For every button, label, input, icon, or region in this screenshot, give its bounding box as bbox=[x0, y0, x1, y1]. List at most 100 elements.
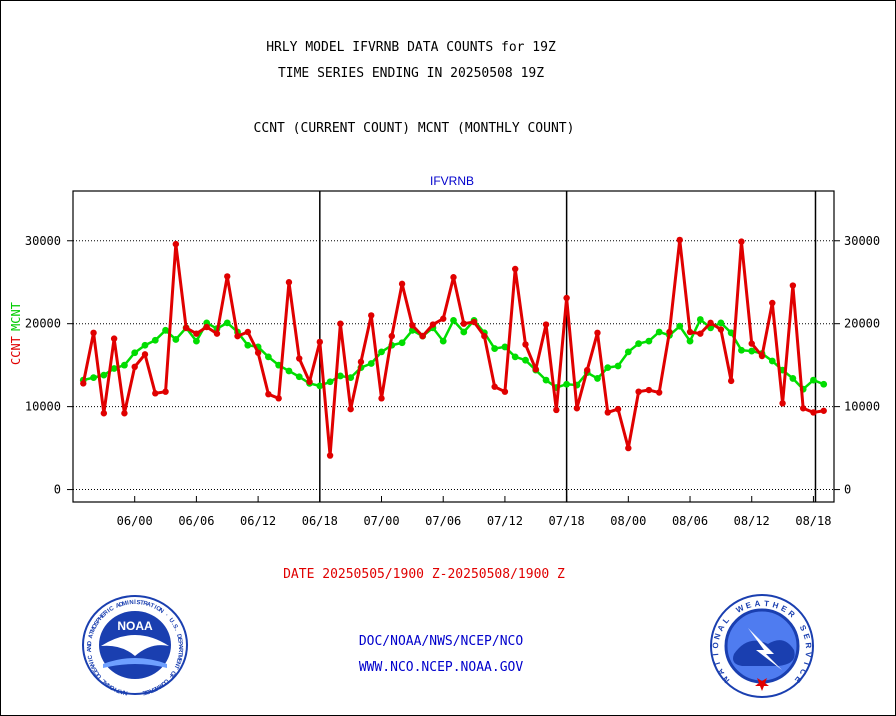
ring-char: I bbox=[107, 608, 112, 614]
x-tick-label: 08/06 bbox=[672, 514, 708, 528]
x-tick-label: 06/12 bbox=[240, 514, 276, 528]
data-point-mcnt bbox=[121, 361, 128, 369]
ring-char: · bbox=[164, 613, 170, 619]
data-point-ccnt bbox=[193, 330, 200, 337]
ring-char: C bbox=[162, 677, 170, 685]
data-point-ccnt bbox=[285, 279, 293, 286]
data-point-ccnt bbox=[563, 294, 570, 302]
ring-char: I bbox=[113, 685, 117, 691]
ring-char: O bbox=[109, 683, 116, 691]
x-tick-label: 07/12 bbox=[487, 514, 523, 528]
ring-char: R bbox=[147, 686, 154, 693]
data-point-ccnt bbox=[676, 236, 683, 244]
ring-char: O bbox=[168, 669, 176, 676]
data-point-mcnt bbox=[604, 364, 612, 372]
data-point-ccnt bbox=[779, 400, 786, 407]
title-line-3: CCNT (CURRENT COUNT) MCNT (MONTHLY COUNT… bbox=[253, 121, 575, 136]
data-point-ccnt bbox=[162, 388, 169, 395]
ring-char: N bbox=[712, 632, 722, 640]
ring-char: E bbox=[779, 604, 789, 615]
data-point-mcnt bbox=[511, 353, 519, 361]
data-point-mcnt bbox=[717, 319, 725, 327]
ring-char: I bbox=[134, 600, 136, 606]
ring-char: C bbox=[93, 669, 101, 676]
ring-char: R bbox=[804, 642, 814, 649]
data-point-mcnt bbox=[316, 382, 324, 390]
data-point-ccnt bbox=[337, 320, 344, 327]
data-point-ccnt bbox=[707, 319, 714, 327]
data-point-ccnt bbox=[460, 320, 467, 327]
ring-char: . bbox=[170, 621, 176, 626]
ring-char: E bbox=[175, 658, 182, 664]
data-point-mcnt bbox=[172, 336, 180, 343]
data-point-ccnt bbox=[368, 312, 375, 319]
ring-char: O bbox=[96, 672, 104, 680]
ring-char: M bbox=[176, 654, 183, 660]
ring-char: R bbox=[103, 609, 111, 617]
data-point-ccnt bbox=[789, 282, 797, 289]
data-point-mcnt bbox=[820, 380, 828, 388]
x-tick-label: 08/12 bbox=[734, 514, 770, 528]
y-tick-label-left: 20000 bbox=[25, 317, 61, 331]
data-point-mcnt bbox=[398, 339, 406, 347]
x-tick-labels: 06/00 06/06 06/12 06/18 07/00 07/06 07/12 07/18… bbox=[117, 496, 831, 528]
data-point-ccnt bbox=[655, 389, 663, 396]
data-point-ccnt bbox=[532, 366, 539, 373]
x-tick-label: 06/00 bbox=[117, 514, 153, 528]
data-point-mcnt bbox=[90, 374, 97, 381]
y-tick-label-left: 30000 bbox=[25, 234, 61, 248]
ring-char: R bbox=[177, 648, 183, 653]
data-point-ccnt bbox=[265, 390, 272, 398]
data-point-ccnt bbox=[470, 318, 478, 326]
y-tick-label-right: 20000 bbox=[844, 317, 880, 331]
ring-char: T bbox=[712, 660, 722, 667]
data-point-ccnt bbox=[275, 395, 282, 402]
data-point-ccnt bbox=[347, 405, 354, 413]
data-point-ccnt bbox=[409, 322, 416, 329]
data-point-ccnt bbox=[121, 410, 128, 417]
ring-char: C bbox=[87, 654, 94, 660]
ring-char: E bbox=[142, 689, 147, 696]
ring-char: D bbox=[118, 601, 125, 608]
ring-char: A bbox=[119, 687, 126, 694]
y-tick-label-right: 0 bbox=[844, 483, 851, 497]
data-point-mcnt bbox=[151, 336, 159, 344]
data-point-ccnt bbox=[316, 338, 324, 346]
data-point-ccnt bbox=[625, 444, 632, 452]
ring-char: F bbox=[167, 672, 174, 679]
data-point-ccnt bbox=[131, 363, 138, 371]
ring-char: N bbox=[129, 600, 134, 606]
data-point-mcnt bbox=[193, 337, 200, 345]
data-point-ccnt bbox=[491, 383, 498, 390]
ring-char: U bbox=[167, 617, 174, 624]
data-point-mcnt bbox=[810, 376, 817, 384]
ring-char: A bbox=[115, 602, 122, 609]
data-point-ccnt bbox=[90, 329, 97, 337]
data-point-mcnt bbox=[367, 360, 375, 367]
ring-char: O bbox=[159, 679, 167, 687]
ring-char: A bbox=[146, 602, 153, 609]
ring-char: T bbox=[764, 599, 770, 608]
ring-char: T bbox=[176, 651, 182, 656]
chart-title: IFVRNB bbox=[430, 174, 474, 188]
data-point-ccnt bbox=[717, 326, 725, 333]
ring-char: A bbox=[88, 633, 95, 639]
series-line-ccnt bbox=[81, 238, 824, 458]
ring-char: E bbox=[801, 633, 811, 641]
data-point-mcnt bbox=[439, 337, 447, 345]
data-point-ccnt bbox=[357, 358, 365, 366]
ring-char: M bbox=[90, 626, 98, 633]
ring-char: I bbox=[127, 600, 130, 606]
x-tick-label: 08/00 bbox=[610, 514, 646, 528]
data-point-ccnt bbox=[234, 332, 241, 340]
ring-char: D bbox=[175, 634, 182, 640]
ring-char: T bbox=[116, 686, 122, 693]
ring-char: S bbox=[171, 624, 178, 630]
ring-char: . bbox=[173, 628, 179, 632]
ring-char: E bbox=[792, 675, 803, 685]
noaa-center-text: NOAA bbox=[117, 619, 153, 633]
plot-frame bbox=[72, 190, 835, 503]
ring-char: R bbox=[786, 609, 796, 620]
